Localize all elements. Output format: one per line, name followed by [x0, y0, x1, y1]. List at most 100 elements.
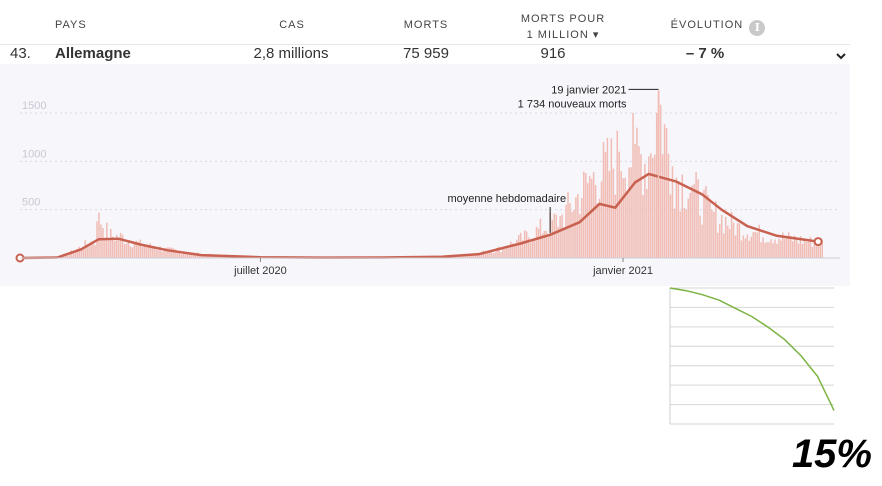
daily-bar: [689, 192, 691, 258]
daily-bar: [468, 255, 471, 258]
daily-bar: [789, 236, 792, 258]
daily-bar: [752, 232, 755, 258]
daily-bar: [762, 237, 764, 258]
daily-bar: [742, 235, 745, 258]
daily-bar: [650, 153, 652, 258]
x-tick-label: juillet 2020: [233, 265, 287, 277]
daily-bar: [778, 238, 780, 258]
daily-bar: [98, 212, 100, 258]
daily-bar: [112, 236, 114, 258]
daily-bar: [529, 242, 532, 258]
header-evolution[interactable]: ÉVOLUTION i: [668, 19, 768, 36]
daily-bar: [705, 185, 707, 258]
daily-bar: [553, 213, 555, 258]
daily-bar: [799, 236, 802, 258]
header-morts-par-million[interactable]: MORTS POUR 1 MILLION ▾: [510, 11, 616, 43]
daily-bar: [608, 170, 611, 258]
row-morts: 75 959: [403, 45, 449, 62]
daily-bar: [521, 240, 524, 258]
daily-bar: [648, 156, 650, 258]
daily-bar: [474, 255, 477, 258]
daily-bar: [173, 248, 175, 258]
daily-bar: [68, 253, 71, 258]
daily-bar: [159, 246, 161, 258]
daily-bar: [452, 256, 455, 258]
daily-bar: [90, 241, 92, 258]
daily-bar: [169, 247, 171, 258]
y-tick-label: 1500: [22, 100, 46, 112]
daily-bar: [527, 237, 530, 258]
daily-bar: [811, 247, 814, 258]
daily-bar: [119, 232, 122, 258]
header-cas[interactable]: CAS: [279, 19, 305, 31]
daily-bar: [226, 256, 228, 258]
daily-bar: [492, 253, 494, 258]
daily-bar: [685, 209, 688, 258]
daily-bar: [450, 256, 453, 258]
daily-bar: [508, 248, 510, 258]
daily-bar: [182, 252, 185, 258]
daily-bar: [525, 231, 528, 258]
daily-bar: [184, 252, 187, 258]
daily-bar: [149, 243, 151, 258]
daily-bar: [819, 239, 822, 258]
daily-bar: [143, 245, 146, 258]
daily-bars: [27, 90, 823, 259]
daily-bar: [555, 214, 557, 258]
daily-bar: [218, 256, 220, 258]
row-cas: 2,8 millions: [253, 45, 329, 62]
daily-bar: [795, 240, 798, 258]
daily-bar: [581, 198, 583, 258]
row-evolution: – 7 %: [685, 45, 725, 62]
daily-bar: [669, 194, 672, 258]
daily-bar: [610, 138, 613, 258]
info-icon[interactable]: i: [749, 20, 766, 36]
daily-bar: [655, 112, 658, 258]
daily-bar: [135, 240, 138, 258]
header-morts-par-million-line1: MORTS POUR: [520, 13, 606, 25]
daily-bar: [663, 124, 666, 259]
daily-bar: [523, 230, 526, 258]
header-pays[interactable]: PAYS: [55, 19, 87, 31]
daily-bar: [786, 238, 788, 258]
daily-bar: [787, 232, 790, 258]
daily-bar: [644, 163, 646, 258]
daily-bar: [563, 227, 565, 258]
daily-bar: [125, 243, 128, 258]
daily-bar: [618, 151, 621, 258]
daily-bar: [624, 177, 626, 258]
daily-bar: [466, 255, 469, 258]
daily-bar: [646, 189, 648, 258]
daily-bar: [598, 198, 601, 258]
table-row[interactable]: 43. Allemagne 2,8 millions 75 959 916 – …: [0, 44, 850, 64]
daily-bar: [728, 228, 731, 258]
daily-bar: [151, 247, 153, 258]
header-morts-par-million-line2: 1 MILLION ▾: [526, 29, 600, 41]
daily-bar: [677, 181, 680, 258]
chevron-down-icon[interactable]: [833, 48, 849, 64]
daily-bar: [175, 249, 177, 258]
daily-bar: [100, 224, 102, 258]
average-annotation-label: moyenne hebdomadaire: [447, 193, 566, 205]
daily-bar: [730, 211, 733, 258]
daily-bar: [715, 201, 717, 258]
daily-bar: [774, 239, 776, 258]
daily-bar: [592, 171, 595, 258]
daily-bar: [577, 194, 579, 258]
daily-bar: [803, 239, 806, 258]
daily-bar: [484, 253, 486, 258]
daily-bar: [590, 178, 593, 258]
daily-bar: [228, 256, 230, 258]
daily-bar: [537, 228, 540, 258]
daily-bar: [123, 244, 126, 258]
daily-bar: [679, 211, 682, 258]
inset-trend-chart: [669, 287, 835, 425]
daily-bar: [770, 239, 772, 258]
daily-bar: [642, 194, 644, 258]
daily-bar: [66, 255, 69, 258]
daily-bar: [659, 104, 662, 258]
header-morts[interactable]: MORTS: [403, 19, 449, 31]
row-morts-par-million: 916: [540, 45, 566, 62]
daily-bar: [496, 247, 498, 258]
daily-bar: [699, 215, 701, 258]
